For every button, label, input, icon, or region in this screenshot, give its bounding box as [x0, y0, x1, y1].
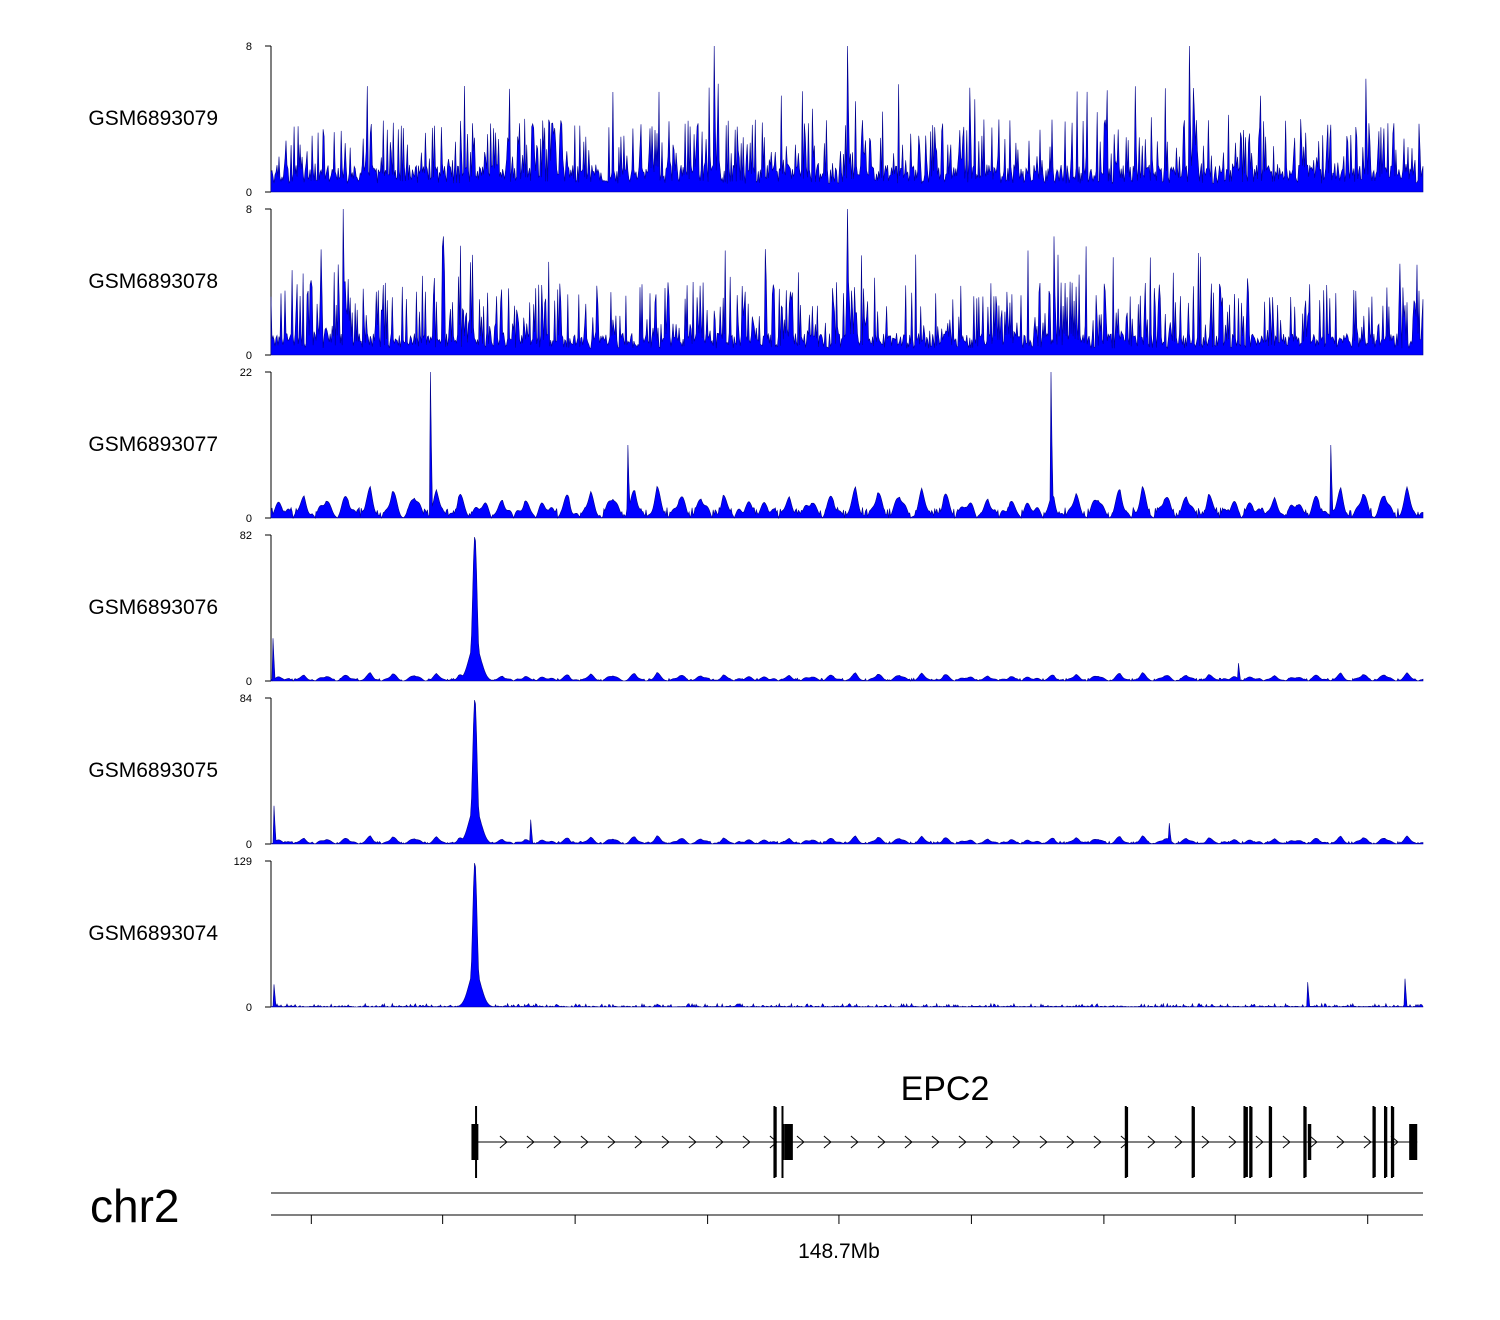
exon [1409, 1124, 1418, 1160]
coverage-area [270, 863, 1424, 1008]
exon [774, 1107, 777, 1177]
exon [784, 1124, 793, 1160]
track-GSM6893075: GSM6893075 84 0 [88, 693, 1424, 851]
strand-arrow [823, 1135, 832, 1149]
strand-arrow [661, 1135, 670, 1149]
strand-arrow [1282, 1135, 1291, 1149]
exon [1244, 1107, 1248, 1177]
y-min-label: 0 [246, 350, 252, 362]
y-max-label: 129 [234, 856, 252, 868]
strand-arrow [1336, 1135, 1345, 1149]
track-GSM6893078: GSM6893078 8 0 [88, 204, 1424, 362]
track-GSM6893077: GSM6893077 22 0 [88, 367, 1424, 525]
strand-arrow [634, 1135, 643, 1149]
y-max-label: 22 [240, 367, 252, 379]
strand-arrow [1363, 1135, 1372, 1149]
y-max-label: 82 [240, 530, 252, 542]
gene-name-label: EPC2 [901, 1070, 990, 1108]
coverage-area [270, 371, 1424, 520]
exon [1269, 1107, 1273, 1177]
y-min-label: 0 [246, 1002, 252, 1014]
strand-arrow [1012, 1135, 1021, 1149]
exon [1384, 1107, 1388, 1177]
strand-arrow [769, 1135, 778, 1149]
strand-arrow [931, 1135, 940, 1149]
strand-arrow [850, 1135, 859, 1149]
exon [1192, 1107, 1195, 1177]
strand-arrow [985, 1135, 994, 1149]
strand-arrow [1093, 1135, 1102, 1149]
y-min-label: 0 [246, 187, 252, 199]
track-label: GSM6893079 [88, 107, 218, 130]
strand-arrow [607, 1135, 616, 1149]
strand-arrow [715, 1135, 724, 1149]
exon [1125, 1107, 1129, 1177]
coverage-area [270, 45, 1424, 193]
y-min-label: 0 [246, 839, 252, 851]
strand-arrow [742, 1135, 751, 1149]
axis-position-label: 148.7Mb [798, 1240, 880, 1263]
track-label: GSM6893078 [88, 270, 218, 293]
y-max-label: 8 [246, 41, 252, 53]
track-GSM6893079: GSM6893079 8 0 [88, 41, 1424, 199]
strand-arrow [796, 1135, 805, 1149]
y-min-label: 0 [246, 513, 252, 525]
strand-arrow [1255, 1135, 1264, 1149]
coverage-area [270, 537, 1424, 682]
track-label: GSM6893076 [88, 596, 218, 619]
y-max-label: 84 [240, 693, 252, 705]
strand-arrow [499, 1135, 508, 1149]
strand-arrow [1066, 1135, 1075, 1149]
coverage-area [270, 700, 1424, 845]
strand-arrow [1147, 1135, 1156, 1149]
track-GSM6893074: GSM6893074 129 0 [88, 856, 1424, 1014]
exon [1307, 1124, 1312, 1160]
exon [1304, 1107, 1307, 1177]
exon [782, 1124, 785, 1160]
track-GSM6893076: GSM6893076 82 0 [88, 530, 1424, 688]
y-max-label: 8 [246, 204, 252, 216]
exon [1250, 1107, 1253, 1177]
strand-arrow [958, 1135, 967, 1149]
strand-arrow [1309, 1135, 1318, 1149]
strand-arrow [877, 1135, 886, 1149]
strand-arrow [688, 1135, 697, 1149]
strand-arrow [1228, 1135, 1237, 1149]
track-label: GSM6893074 [88, 922, 218, 945]
strand-arrow [1201, 1135, 1210, 1149]
strand-arrow [904, 1135, 913, 1149]
track-label: GSM6893075 [88, 759, 218, 782]
chromosome-label: chr2 [90, 1180, 179, 1232]
strand-arrow [553, 1135, 562, 1149]
y-min-label: 0 [246, 676, 252, 688]
exon [1373, 1107, 1376, 1177]
exon [471, 1124, 479, 1160]
strand-arrow [580, 1135, 589, 1149]
gene-model: EPC2 [471, 1070, 1418, 1178]
coverage-tracks: GSM689307980GSM689307880GSM6893077220GSM… [88, 41, 1424, 1014]
coverage-area [270, 208, 1424, 356]
exon [1391, 1107, 1395, 1177]
genomic-axis: chr2 148.7Mb [90, 1180, 1423, 1263]
strand-arrow [526, 1135, 535, 1149]
strand-arrow [1039, 1135, 1048, 1149]
track-label: GSM6893077 [88, 433, 218, 456]
strand-arrow [1174, 1135, 1183, 1149]
